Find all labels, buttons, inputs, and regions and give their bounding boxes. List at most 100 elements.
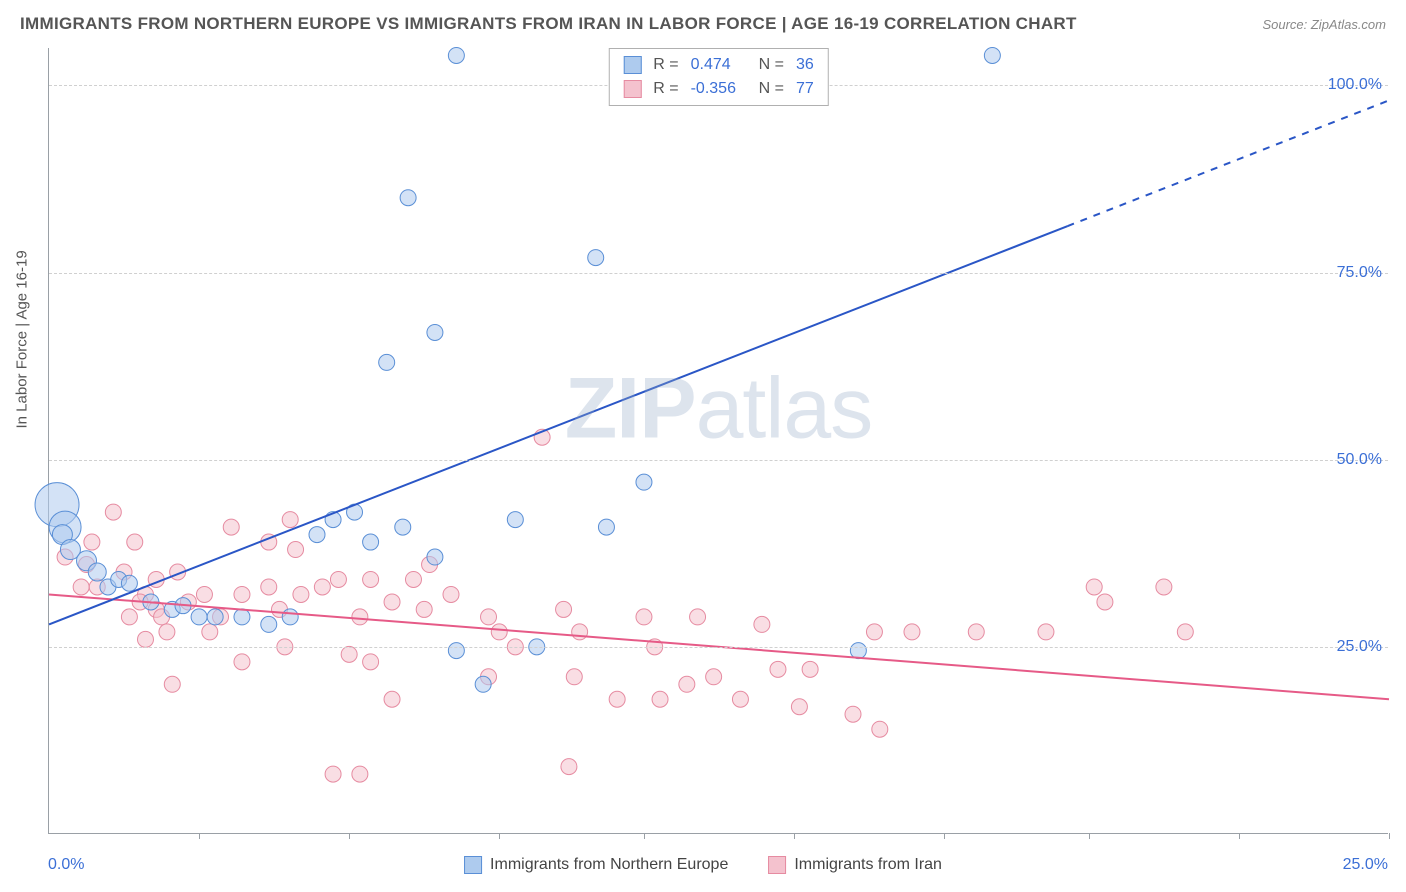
data-point-iran	[314, 579, 330, 595]
correlation-legend-box: R = 0.474 N = 36 R = -0.356 N = 77	[608, 48, 828, 106]
legend-item-b: Immigrants from Iran	[768, 856, 942, 874]
source-label: Source: ZipAtlas.com	[1262, 17, 1386, 32]
data-point-iran	[802, 661, 818, 677]
series-legend: Immigrants from Northern Europe Immigran…	[464, 856, 942, 874]
value-N-a: 36	[796, 53, 814, 77]
y-tick-label: 25.0%	[1337, 638, 1382, 656]
data-point-iran	[261, 579, 277, 595]
data-point-neurope	[395, 519, 411, 535]
data-point-iran	[330, 571, 346, 587]
value-R-a: 0.474	[691, 53, 747, 77]
legend-row-series-a: R = 0.474 N = 36	[623, 53, 813, 77]
data-point-iran	[770, 661, 786, 677]
x-tick	[644, 833, 645, 839]
data-point-iran	[352, 609, 368, 625]
y-tick-label: 100.0%	[1328, 76, 1382, 94]
data-point-iran	[791, 699, 807, 715]
x-tick	[499, 833, 500, 839]
data-point-iran	[405, 571, 421, 587]
data-point-iran	[732, 691, 748, 707]
x-axis-min-label: 0.0%	[48, 856, 84, 874]
data-point-iran	[384, 691, 400, 707]
data-point-iran	[679, 676, 695, 692]
data-point-iran	[706, 669, 722, 685]
value-N-b: 77	[796, 77, 814, 101]
legend-swatch-a-bottom	[464, 856, 482, 874]
data-point-iran	[1086, 579, 1102, 595]
scatter-svg	[49, 48, 1388, 833]
gridline-h	[49, 273, 1388, 274]
data-point-iran	[137, 631, 153, 647]
data-point-iran	[566, 669, 582, 685]
trend-line-neurope-dashed	[1067, 100, 1389, 226]
data-point-iran	[164, 676, 180, 692]
data-point-iran	[121, 609, 137, 625]
x-tick	[1389, 833, 1390, 839]
x-tick	[1089, 833, 1090, 839]
data-point-iran	[363, 571, 379, 587]
data-point-iran	[341, 646, 357, 662]
data-point-neurope	[234, 609, 250, 625]
legend-item-a: Immigrants from Northern Europe	[464, 856, 728, 874]
chart-title: IMMIGRANTS FROM NORTHERN EUROPE VS IMMIG…	[20, 14, 1077, 34]
gridline-h	[49, 647, 1388, 648]
chart-plot-area: R = 0.474 N = 36 R = -0.356 N = 77 ZIPat…	[48, 48, 1388, 834]
data-point-iran	[872, 721, 888, 737]
data-point-iran	[1038, 624, 1054, 640]
data-point-neurope	[309, 527, 325, 543]
legend-swatch-b	[623, 80, 641, 98]
data-point-iran	[754, 616, 770, 632]
data-point-neurope	[598, 519, 614, 535]
data-point-neurope	[400, 190, 416, 206]
data-point-neurope	[984, 47, 1000, 63]
data-point-iran	[384, 594, 400, 610]
label-N: N =	[759, 53, 784, 77]
data-point-iran	[127, 534, 143, 550]
data-point-iran	[223, 519, 239, 535]
y-tick-label: 50.0%	[1337, 451, 1382, 469]
data-point-iran	[1177, 624, 1193, 640]
data-point-iran	[352, 766, 368, 782]
data-point-neurope	[427, 324, 443, 340]
data-point-neurope	[282, 609, 298, 625]
data-point-iran	[845, 706, 861, 722]
y-axis-title: In Labor Force | Age 16-19	[14, 250, 31, 428]
y-tick-label: 75.0%	[1337, 264, 1382, 282]
data-point-iran	[293, 586, 309, 602]
data-point-neurope	[475, 676, 491, 692]
legend-label-b: Immigrants from Iran	[794, 856, 942, 874]
label-R: R =	[653, 53, 678, 77]
data-point-iran	[84, 534, 100, 550]
legend-swatch-a	[623, 56, 641, 74]
data-point-iran	[561, 759, 577, 775]
data-point-neurope	[261, 616, 277, 632]
data-point-neurope	[88, 563, 106, 581]
x-tick	[349, 833, 350, 839]
gridline-h	[49, 460, 1388, 461]
data-point-iran	[159, 624, 175, 640]
data-point-iran	[866, 624, 882, 640]
x-tick	[794, 833, 795, 839]
legend-row-series-b: R = -0.356 N = 77	[623, 77, 813, 101]
data-point-iran	[443, 586, 459, 602]
data-point-neurope	[207, 609, 223, 625]
data-point-iran	[636, 609, 652, 625]
data-point-neurope	[379, 354, 395, 370]
x-tick	[944, 833, 945, 839]
data-point-iran	[325, 766, 341, 782]
data-point-neurope	[636, 474, 652, 490]
data-point-iran	[652, 691, 668, 707]
data-point-neurope	[588, 250, 604, 266]
x-tick	[1239, 833, 1240, 839]
data-point-iran	[572, 624, 588, 640]
legend-swatch-b-bottom	[768, 856, 786, 874]
data-point-iran	[481, 609, 497, 625]
data-point-iran	[609, 691, 625, 707]
data-point-neurope	[121, 575, 137, 591]
data-point-iran	[234, 586, 250, 602]
legend-label-a: Immigrants from Northern Europe	[490, 856, 728, 874]
data-point-iran	[234, 654, 250, 670]
data-point-neurope	[448, 47, 464, 63]
data-point-iran	[1097, 594, 1113, 610]
x-axis-max-label: 25.0%	[1343, 856, 1388, 874]
